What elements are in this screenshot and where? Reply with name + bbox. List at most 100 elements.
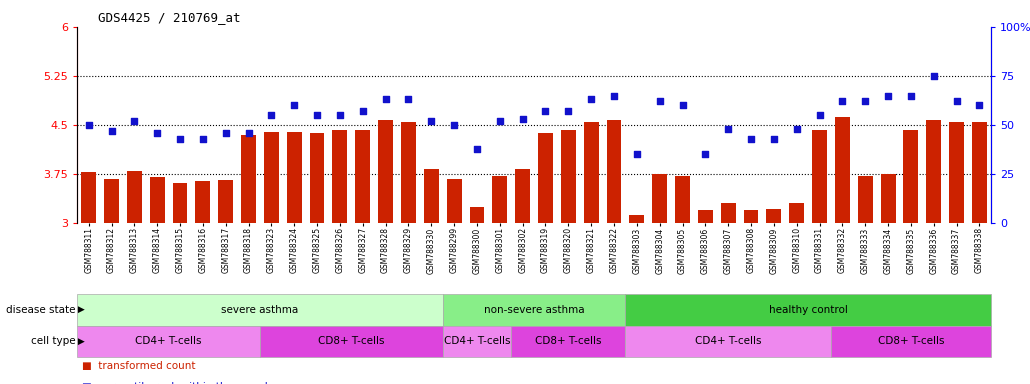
Point xyxy=(263,112,279,118)
Bar xyxy=(835,117,850,223)
Bar xyxy=(81,172,96,223)
Bar xyxy=(766,209,782,223)
Bar xyxy=(77,294,443,326)
Point xyxy=(103,128,119,134)
Bar xyxy=(972,122,987,223)
Point xyxy=(172,136,188,142)
Bar xyxy=(447,179,461,223)
Point xyxy=(583,96,599,103)
Point xyxy=(240,130,256,136)
Text: ■  percentile rank within the sample: ■ percentile rank within the sample xyxy=(82,382,275,384)
Bar xyxy=(378,120,393,223)
Point xyxy=(538,108,554,114)
Bar xyxy=(561,130,576,223)
Text: GDS4425 / 210769_at: GDS4425 / 210769_at xyxy=(98,12,240,25)
Point xyxy=(377,96,393,103)
Bar xyxy=(698,210,713,223)
Bar xyxy=(789,204,804,223)
Bar xyxy=(470,207,484,223)
Bar xyxy=(675,176,690,223)
Point xyxy=(697,151,714,157)
Bar xyxy=(744,210,758,223)
Text: healthy control: healthy control xyxy=(768,305,848,315)
Point xyxy=(765,136,782,142)
Point xyxy=(880,93,896,99)
Bar xyxy=(424,169,439,223)
Bar xyxy=(241,135,256,223)
Bar xyxy=(173,182,187,223)
Bar xyxy=(127,171,142,223)
Point xyxy=(309,112,325,118)
Bar xyxy=(196,181,210,223)
Bar xyxy=(629,215,644,223)
Point xyxy=(902,93,919,99)
Point xyxy=(195,136,211,142)
Point xyxy=(812,112,828,118)
Bar xyxy=(625,326,831,357)
Point xyxy=(628,151,645,157)
Bar xyxy=(443,326,511,357)
Point xyxy=(606,93,622,99)
Point xyxy=(789,126,805,132)
Bar xyxy=(515,169,530,223)
Point xyxy=(926,73,942,79)
Point xyxy=(354,108,371,114)
Text: CD4+ T-cells: CD4+ T-cells xyxy=(135,336,202,346)
Text: ▶: ▶ xyxy=(75,337,84,346)
Bar xyxy=(584,122,598,223)
Bar xyxy=(950,122,964,223)
Text: ▶: ▶ xyxy=(75,305,84,314)
Bar xyxy=(831,326,991,357)
Text: disease state: disease state xyxy=(6,305,75,315)
Bar xyxy=(721,204,735,223)
Bar xyxy=(492,176,507,223)
Bar xyxy=(149,177,165,223)
Bar xyxy=(104,179,118,223)
Text: CD8+ T-cells: CD8+ T-cells xyxy=(318,336,384,346)
Point xyxy=(491,118,508,124)
Point xyxy=(286,102,303,108)
Text: CD8+ T-cells: CD8+ T-cells xyxy=(535,336,602,346)
Text: cell type: cell type xyxy=(31,336,75,346)
Point xyxy=(217,130,234,136)
Point xyxy=(675,102,691,108)
Point xyxy=(423,118,440,124)
Point xyxy=(560,108,577,114)
Bar xyxy=(538,133,553,223)
Point xyxy=(514,116,530,122)
Bar xyxy=(625,294,991,326)
Text: severe asthma: severe asthma xyxy=(221,305,299,315)
Point xyxy=(720,126,736,132)
Point xyxy=(446,122,462,128)
Text: CD4+ T-cells: CD4+ T-cells xyxy=(695,336,761,346)
Point xyxy=(80,122,97,128)
Bar xyxy=(310,133,324,223)
Point xyxy=(126,118,142,124)
Bar xyxy=(652,174,667,223)
Bar xyxy=(401,122,416,223)
Bar xyxy=(264,132,279,223)
Text: CD8+ T-cells: CD8+ T-cells xyxy=(878,336,945,346)
Point xyxy=(971,102,988,108)
Bar xyxy=(926,120,941,223)
Bar xyxy=(286,132,302,223)
Point xyxy=(401,96,417,103)
Point xyxy=(743,136,759,142)
Point xyxy=(949,98,965,104)
Bar xyxy=(218,180,233,223)
Bar xyxy=(881,174,895,223)
Point xyxy=(149,130,166,136)
Bar xyxy=(443,294,625,326)
Bar xyxy=(903,130,919,223)
Text: ■  transformed count: ■ transformed count xyxy=(82,361,196,371)
Text: CD4+ T-cells: CD4+ T-cells xyxy=(444,336,510,346)
Bar xyxy=(511,326,625,357)
Point xyxy=(332,112,348,118)
Point xyxy=(651,98,667,104)
Bar xyxy=(260,326,443,357)
Bar xyxy=(77,326,260,357)
Bar xyxy=(355,129,370,223)
Bar xyxy=(333,129,347,223)
Bar xyxy=(858,176,872,223)
Point xyxy=(834,98,851,104)
